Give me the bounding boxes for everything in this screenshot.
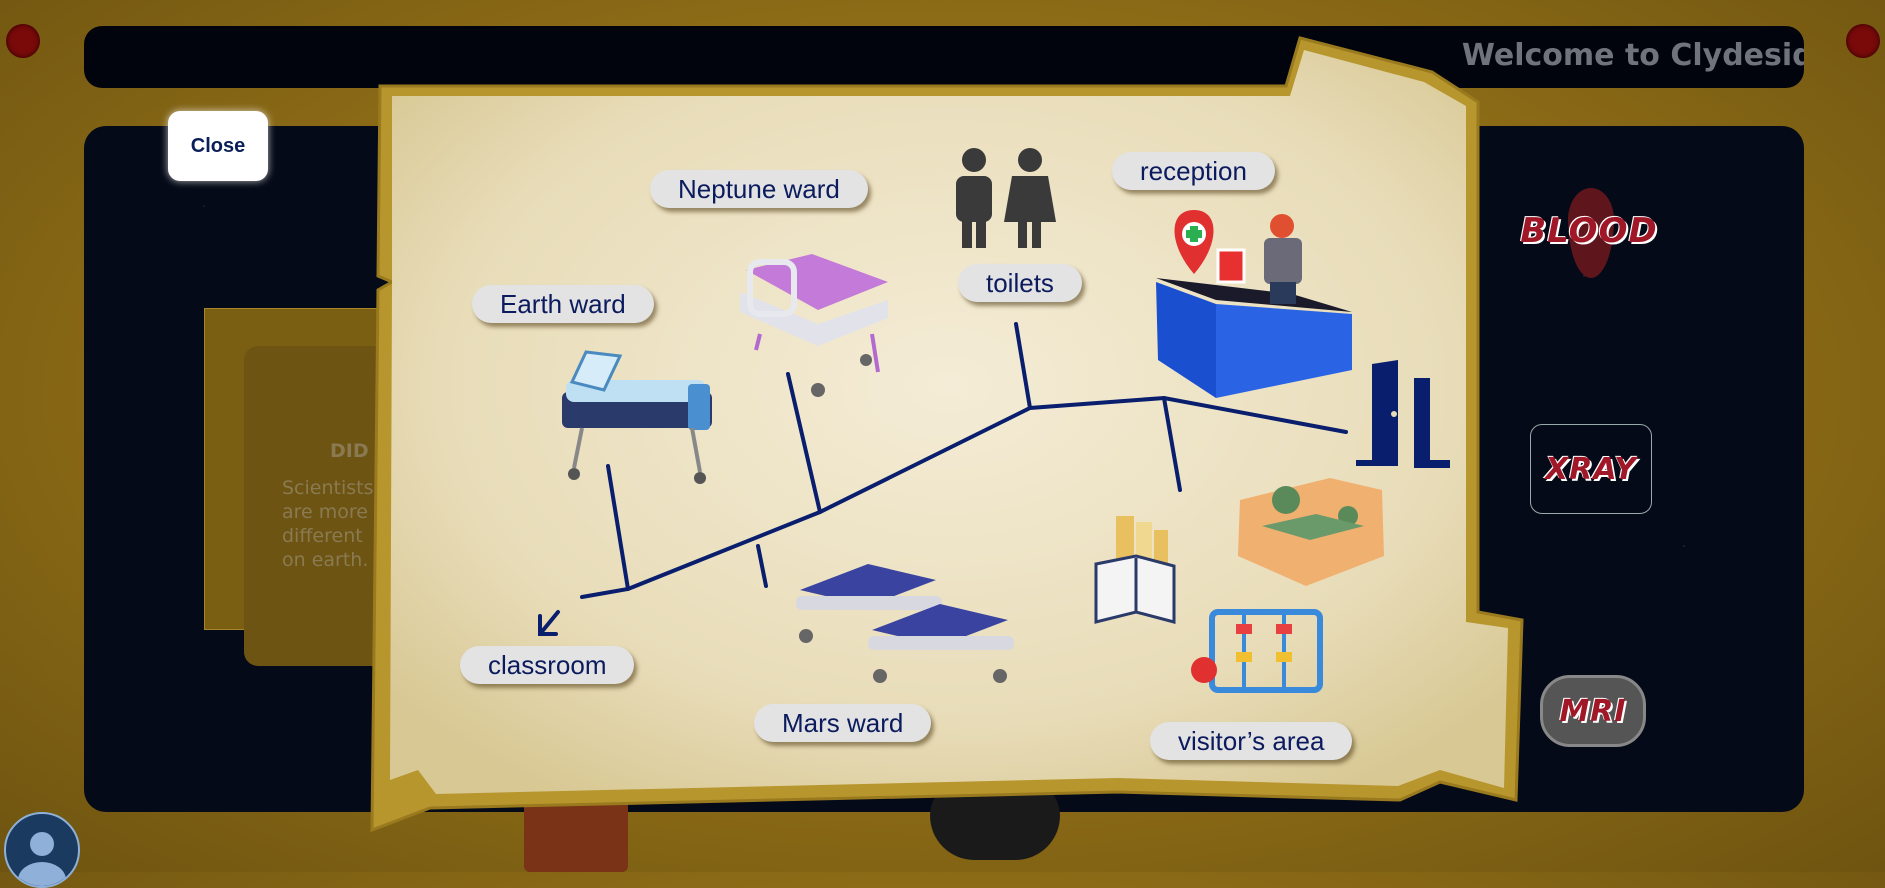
arrow-icon — [538, 610, 560, 636]
left-corner-dot — [6, 24, 40, 58]
neptune-ward-bed-icon — [740, 254, 888, 397]
toilet-icon — [956, 148, 1056, 248]
map-label-neptune-ward[interactable]: Neptune ward — [650, 170, 868, 208]
right-corner-dot — [1846, 24, 1880, 58]
map-label-mars-ward[interactable]: Mars ward — [754, 704, 932, 742]
xray-test-button[interactable]: XRAY — [1530, 424, 1652, 514]
map-label-reception[interactable]: reception — [1112, 152, 1275, 190]
exit-door-icon — [1356, 360, 1450, 468]
abacus-icon — [1191, 609, 1323, 693]
blood-drop-icon — [1568, 188, 1614, 278]
map-label-earth-ward[interactable]: Earth ward — [472, 285, 654, 323]
map-path — [580, 322, 1348, 599]
welcome-text: Welcome to Clydeside — [1461, 38, 1804, 73]
map-label-visitors-area[interactable]: visitor’s area — [1150, 722, 1353, 760]
earth-ward-bed-icon — [562, 350, 712, 484]
reception-desk-icon — [1156, 210, 1352, 398]
sofa-icon — [1238, 478, 1384, 586]
scroll-parchment — [390, 50, 1508, 794]
did-you-know-text: Scientists are more different on earth. — [282, 477, 374, 571]
mars-ward-beds-icon — [796, 564, 1014, 683]
did-you-know-title: DID — [330, 440, 369, 462]
top-bar: Welcome to Clydeside — [84, 26, 1804, 88]
blood-test-button[interactable]: BLOOD — [1520, 211, 1658, 251]
mri-test-button[interactable]: MRI — [1540, 675, 1646, 747]
close-button[interactable]: Close — [168, 111, 268, 181]
books-icon — [1094, 516, 1176, 624]
map-label-classroom[interactable]: classroom — [460, 646, 635, 684]
map-label-toilets[interactable]: toilets — [958, 264, 1082, 302]
